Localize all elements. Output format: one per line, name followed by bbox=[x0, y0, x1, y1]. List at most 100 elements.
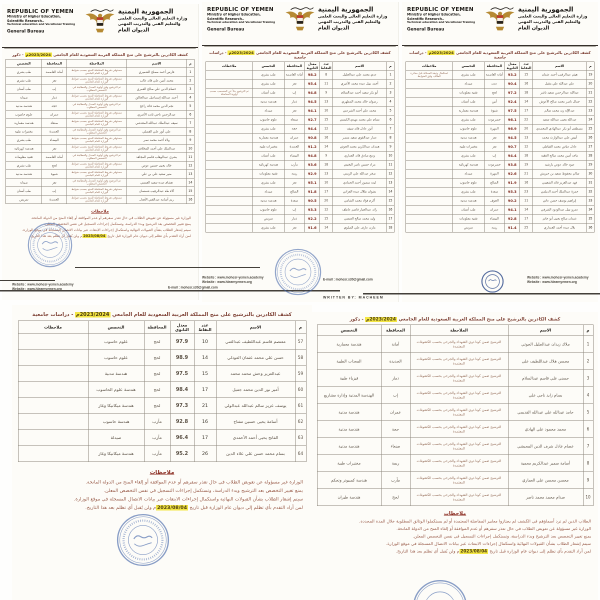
notes-section: ملاحظات الوزارة غير مسؤولة عن تعويض الطل… bbox=[21, 469, 303, 512]
column-header-pts: عدد النقاط bbox=[319, 61, 333, 71]
cell-num: 7 bbox=[186, 118, 195, 128]
table-row: 5 نجم الدين محمد قائد راجح تم الترشيح وفق … bbox=[5, 101, 195, 111]
cell-note bbox=[205, 169, 253, 179]
cell-pts: 17 bbox=[319, 187, 333, 197]
cell-pts: 12 bbox=[319, 205, 333, 215]
cell-spec: صيدلة bbox=[5, 178, 43, 187]
cell-num: 9 bbox=[386, 142, 395, 152]
subdept-en: Technical education and Vocational Train… bbox=[407, 21, 476, 24]
cell-gov: البيضاء bbox=[483, 214, 505, 224]
cell-note bbox=[205, 124, 253, 134]
cell-gov: لحج bbox=[143, 333, 171, 350]
table-row: 11 مراد حسين ناصر البخيتي 18 93.6 مأرب هندسة … bbox=[205, 160, 395, 170]
footer-websites: Website : www.mohesr-yemen.academy Websi… bbox=[527, 276, 589, 285]
table-row: 18 مازن عارف علي الصلوي 14 91.6 تعز طب بشري bbox=[205, 223, 395, 233]
table-row: 1 فارس أحمد مصلح الشميري مستوفي شروط المفا… bbox=[5, 67, 195, 77]
table-row: 1 ملاك زيدان عبدالجليل الحوثي الترشيح ضمن … bbox=[316, 335, 594, 353]
cell-note bbox=[405, 187, 453, 197]
cell-grade: 97.5 bbox=[169, 365, 195, 382]
cell-name: آلاء طه عبدالرقيب شمسان bbox=[126, 186, 187, 196]
cell-name: نجم الدين محمد قائد راجح bbox=[126, 101, 187, 111]
cell-num: 2 bbox=[582, 352, 594, 370]
cell-num: 16 bbox=[386, 205, 395, 215]
cell-pts: 23 bbox=[519, 187, 533, 197]
cell-grade: 98.2 bbox=[304, 70, 321, 80]
note-line: الطلاب الذين لم ترد أسماؤهم في الكشف لم … bbox=[359, 519, 591, 524]
official-round-stamp bbox=[274, 248, 322, 296]
cell-grade: 95.2 bbox=[169, 445, 195, 462]
cell-spec: المعدات الطبية bbox=[316, 352, 382, 370]
cell-gov: تعز bbox=[41, 178, 67, 187]
cell-spec: طب أسنان bbox=[452, 205, 485, 215]
note-line: يمنع تغيير التخصص بعد الترشيح وبدء الدرا… bbox=[44, 222, 191, 226]
cell-gov: صنعاء bbox=[380, 437, 411, 455]
cell-pts: 16 bbox=[519, 79, 533, 89]
cell-note bbox=[405, 178, 453, 188]
letterhead-arabic: الجمهورية اليمنية وزارة التعليم العالي و… bbox=[518, 6, 593, 31]
cell-name: منير سعيد علي بن علي bbox=[126, 169, 187, 179]
cell-name: ريم أسامة عبدالغني الأهدل bbox=[126, 195, 187, 204]
notes-lines: الوزارة غير مسؤولة عن تعويض الطلاب في حا… bbox=[21, 478, 303, 504]
notes-date-post: م ولن يُقبل أي تظلم بعد هذا التاريخ. bbox=[85, 505, 157, 511]
cell-pts: 25 bbox=[519, 223, 533, 233]
cell-spec: الهندسة المدنية وإدارة مشاريع bbox=[316, 386, 382, 404]
cell-num: 30 bbox=[586, 169, 595, 179]
cell-num: 14 bbox=[386, 187, 395, 197]
cell-name: معتصم قاسم عبداللطيف عبدالغني bbox=[215, 333, 296, 350]
column-header-spec: التخصص bbox=[316, 324, 382, 336]
cell-spec: طب بشري bbox=[252, 124, 285, 134]
table-row: 12 خالد يحيى حسين عوض مستوفي شروط المفاضلة… bbox=[5, 161, 195, 170]
cell-spec: طب بشري bbox=[5, 67, 43, 77]
cell-num: 62 bbox=[294, 413, 307, 430]
cell-gov: أمانة العاصمة bbox=[283, 70, 305, 80]
table-row: 5 حامد عبدالله علي عبدالله القديمي الترشيح… bbox=[316, 403, 594, 421]
table-row: 13 منير سعيد علي بن علي مستوفي شروط المفاض… bbox=[5, 169, 195, 179]
table-row: 7 عصام عادل شرف الدين المحبشي الترشيح ضمن … bbox=[316, 437, 594, 455]
cell-name: وديع صادق قائد العماري bbox=[332, 151, 387, 161]
cell-note bbox=[405, 169, 453, 179]
cell-gov: تعز bbox=[41, 76, 67, 85]
table-row: 6 عبدالرحمن ناجي ثابت الأغبري مستوفي شروط … bbox=[5, 110, 195, 119]
letterhead-arabic: الجمهورية اليمنية وزارة التعليم العالي و… bbox=[318, 6, 393, 31]
table-row: 9 ولاء أحمد محمد نصر مستوفي شروط المفاضلة … bbox=[5, 135, 195, 145]
cell-note: مستوفي شروط المفاضلة للمنح بحسب ضوابط ال… bbox=[66, 110, 127, 119]
cell-num: 19 bbox=[586, 70, 595, 80]
column-header-name: الاسم bbox=[215, 320, 296, 334]
table-row: 24 عبدالله يحيى عبدالله سعيد 22 96.1 حضرموت ط… bbox=[405, 115, 595, 125]
cell-note: مستوفي شروط المفاضلة للمنح بحسب ضوابط ال… bbox=[66, 76, 127, 85]
table-row: 14 نشوان طلال عبده العزاني 17 91.8 الضالع صيد… bbox=[205, 187, 395, 197]
table-row: 21 عبدالله عبدالرحمن سعيد ناشر 18 97.2 لحج تق… bbox=[405, 88, 595, 98]
table-row: 33 إبراهيم يوسف حسن عاتي 11 90.2 الجوف هندسة … bbox=[405, 196, 595, 206]
cell-note: الترشيح ضمن كوتا ذوي الشهداء والجرحى بحس… bbox=[409, 454, 509, 472]
cell-name: محسن هلال عبداللطيف علي bbox=[507, 352, 584, 370]
cell-spec: هندسة مدنية bbox=[452, 133, 485, 143]
notes-date-post: م ولن يُقبل أي تظلم بعد هذا التاريخ. bbox=[30, 234, 83, 238]
cell-gov: لحج bbox=[41, 161, 67, 170]
table-row: 2 محسن هلال عبداللطيف علي الترشيح ضمن كوتا… bbox=[316, 352, 594, 370]
cell-name: عبدالإله زيد محمد سالم bbox=[532, 106, 587, 116]
bureau-ar: الديوان العام bbox=[518, 25, 550, 32]
scanned-page-5: كشف الكادرين بالترشيح على منح المملكة ال… bbox=[312, 312, 598, 600]
cell-pts: 18 bbox=[319, 160, 333, 170]
ministry-en: Ministry of Higher Education, bbox=[207, 12, 261, 17]
cell-gov: مأرب bbox=[143, 445, 171, 462]
dept-en: Scientific Research.. bbox=[7, 18, 45, 23]
cell-num: 61 bbox=[294, 397, 307, 414]
cell-note bbox=[17, 445, 89, 462]
bureau-ar: الديوان العام bbox=[118, 27, 150, 34]
cell-note: الترشيح ضمن كوتا ذوي الشهداء والجرحى بحس… bbox=[409, 335, 509, 353]
cell-pts: 16 bbox=[519, 178, 533, 188]
cell-name: محمد علي أحمد الشرعبي bbox=[332, 106, 387, 116]
cell-num: 29 bbox=[586, 160, 595, 170]
table-row: 9 محسن محسن علي العماري الترشيح ضمن كوتا ذ… bbox=[316, 471, 594, 489]
letterhead-english: REPUBLIC OF YEMEN Ministry of Higher Edu… bbox=[7, 8, 82, 34]
cell-gov: لحج bbox=[380, 488, 411, 506]
cell-num: 26 bbox=[586, 133, 595, 143]
cell-spec: هندسة كمبيوتر وتحكم bbox=[316, 471, 382, 489]
footer-websites: Website : www.mohesr-yemen.academy Websi… bbox=[12, 283, 74, 292]
cell-grade: 96.1 bbox=[504, 115, 521, 125]
cell-pts: 13 bbox=[519, 133, 533, 143]
website-line-2: Website : www.hlearnyemen.org bbox=[202, 280, 252, 284]
dept-ar: والتعليم الفني والتدريب المهني bbox=[518, 19, 581, 25]
